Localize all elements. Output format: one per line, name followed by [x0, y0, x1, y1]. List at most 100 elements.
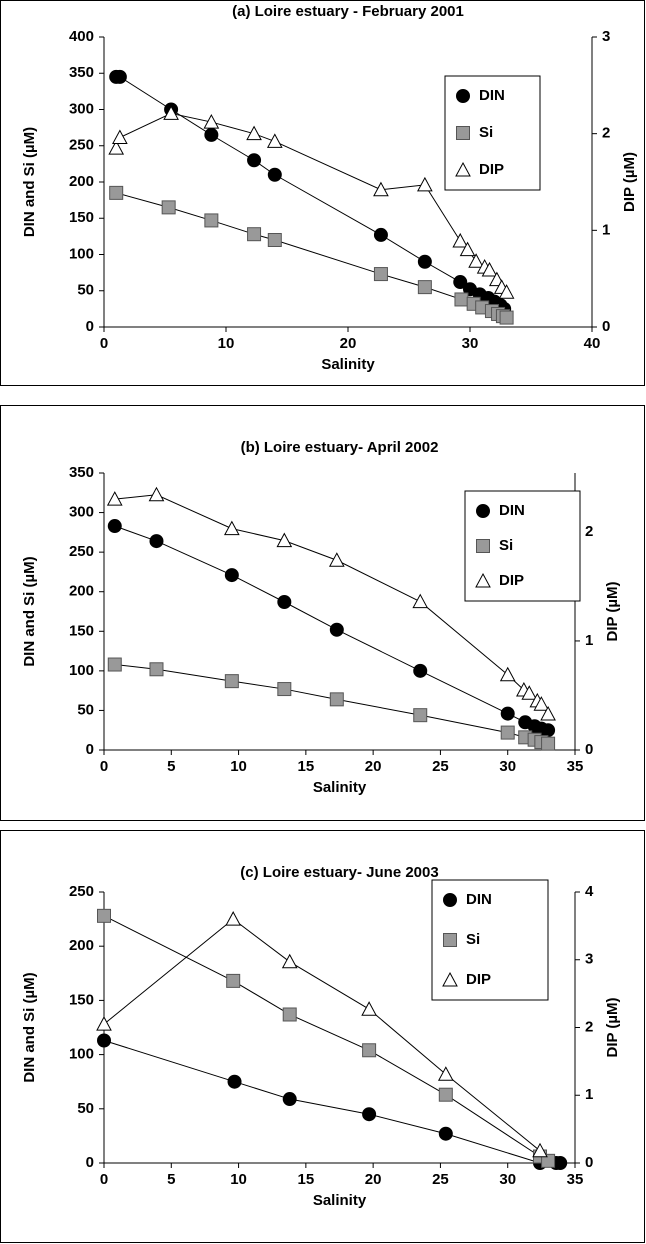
x-tick-label: 20	[365, 1171, 382, 1188]
data-point	[540, 705, 556, 721]
x-tick-label: 10	[230, 758, 247, 775]
y2-tick-label: 2	[602, 125, 610, 142]
y2-axis-label: DIP (µM)	[604, 581, 621, 641]
data-point	[106, 491, 123, 506]
data-point	[361, 1001, 377, 1016]
x-tick-label: 15	[298, 758, 315, 775]
y-tick-label: 250	[69, 543, 94, 560]
data-point	[438, 1126, 453, 1141]
data-point	[500, 706, 515, 721]
x-axis-label: Salinity	[321, 356, 375, 373]
data-point	[541, 723, 556, 738]
legend-marker	[476, 539, 490, 553]
data-point	[247, 227, 262, 242]
data-point	[112, 129, 128, 145]
data-point	[108, 140, 125, 155]
y2-tick-label: 1	[585, 632, 593, 649]
x-tick-label: 20	[340, 335, 357, 352]
y-tick-label: 100	[69, 245, 94, 262]
data-point	[277, 595, 292, 610]
data-point	[468, 253, 484, 268]
y2-tick-label: 0	[585, 741, 593, 758]
y-tick-label: 300	[69, 504, 94, 521]
y-tick-label: 50	[77, 282, 94, 299]
trend-line	[103, 918, 541, 1152]
data-point	[328, 552, 345, 567]
y-tick-label: 350	[69, 464, 94, 481]
data-point	[161, 200, 176, 215]
y-tick-label: 150	[69, 991, 94, 1008]
y2-tick-label: 1	[585, 1086, 593, 1103]
y-axis-label: DIN and Si (µM)	[21, 972, 38, 1082]
data-point	[97, 1033, 111, 1048]
panel-frame	[0, 0, 645, 386]
legend-marker	[443, 933, 457, 947]
y-tick-label: 100	[69, 662, 94, 679]
data-point	[417, 176, 433, 192]
data-point	[107, 519, 122, 534]
data-point	[481, 261, 498, 277]
y2-tick-label: 3	[585, 951, 593, 968]
data-point	[437, 1066, 454, 1081]
legend-label: Si	[479, 124, 493, 141]
data-point	[417, 280, 432, 295]
y-tick-label: 100	[69, 1046, 94, 1063]
data-point	[96, 1016, 112, 1031]
legend-marker	[443, 893, 457, 907]
x-tick-label: 35	[567, 758, 584, 775]
data-point	[227, 1074, 242, 1089]
data-point	[277, 682, 292, 697]
data-point	[541, 1153, 556, 1168]
y-tick-label: 50	[77, 701, 94, 718]
y2-tick-label: 0	[602, 318, 610, 335]
y2-tick-label: 2	[585, 1018, 593, 1035]
x-tick-label: 15	[298, 1171, 315, 1188]
x-tick-label: 40	[584, 335, 601, 352]
data-point	[282, 1092, 297, 1107]
data-point	[373, 181, 389, 197]
x-tick-label: 5	[167, 758, 175, 775]
data-point	[149, 534, 164, 549]
x-tick-label: 25	[432, 1171, 449, 1188]
legend-marker	[456, 89, 470, 103]
x-tick-label: 0	[100, 335, 108, 352]
data-point	[532, 1142, 548, 1158]
data-point	[224, 568, 239, 583]
y-tick-label: 250	[69, 883, 94, 900]
legend-label: Si	[499, 537, 513, 554]
panel-frame	[0, 405, 645, 821]
data-point	[149, 662, 164, 677]
panel-frame	[0, 830, 645, 1243]
data-point	[266, 133, 283, 148]
data-point	[362, 1043, 377, 1058]
x-tick-label: 30	[499, 758, 516, 775]
legend-marker	[455, 161, 471, 177]
data-point	[521, 685, 538, 700]
y-tick-label: 300	[69, 100, 94, 117]
x-tick-label: 5	[167, 1171, 175, 1188]
legend-marker	[475, 572, 491, 588]
data-point	[413, 663, 428, 678]
data-point	[498, 284, 515, 299]
trend-line	[103, 1040, 561, 1164]
data-point	[459, 241, 476, 257]
data-point	[276, 532, 293, 548]
legend-label: DIP	[466, 971, 491, 988]
y-tick-label: 0	[86, 1154, 94, 1171]
data-point	[541, 736, 556, 751]
y2-axis-label: DIP (µM)	[621, 152, 638, 212]
chart-title: (c) Loire estuary- June 2003	[240, 864, 438, 881]
x-axis-label: Salinity	[313, 1192, 367, 1209]
x-tick-label: 10	[218, 335, 235, 352]
x-tick-label: 10	[230, 1171, 247, 1188]
data-point	[373, 267, 388, 282]
x-tick-label: 30	[462, 335, 479, 352]
data-point	[500, 725, 515, 740]
y-tick-label: 50	[77, 1100, 94, 1117]
data-point	[247, 153, 262, 168]
data-point	[362, 1107, 377, 1122]
legend-label: DIN	[479, 87, 505, 104]
data-point	[204, 213, 219, 228]
